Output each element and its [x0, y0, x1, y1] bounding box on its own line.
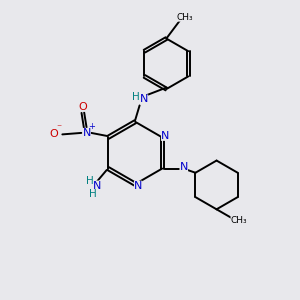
Text: H: H — [132, 92, 140, 101]
Text: H: H — [86, 176, 94, 186]
Text: CH₃: CH₃ — [230, 216, 247, 225]
Text: O: O — [50, 129, 58, 140]
Text: +: + — [88, 122, 95, 131]
Text: CH₃: CH₃ — [176, 13, 193, 22]
Text: H: H — [89, 189, 97, 200]
Text: O: O — [78, 102, 87, 112]
Text: ⁻: ⁻ — [57, 124, 62, 134]
Text: N: N — [161, 131, 169, 141]
Text: N: N — [134, 181, 142, 191]
Text: N: N — [93, 181, 101, 190]
Text: N: N — [140, 94, 148, 104]
Text: N: N — [180, 162, 188, 172]
Text: N: N — [82, 128, 91, 138]
